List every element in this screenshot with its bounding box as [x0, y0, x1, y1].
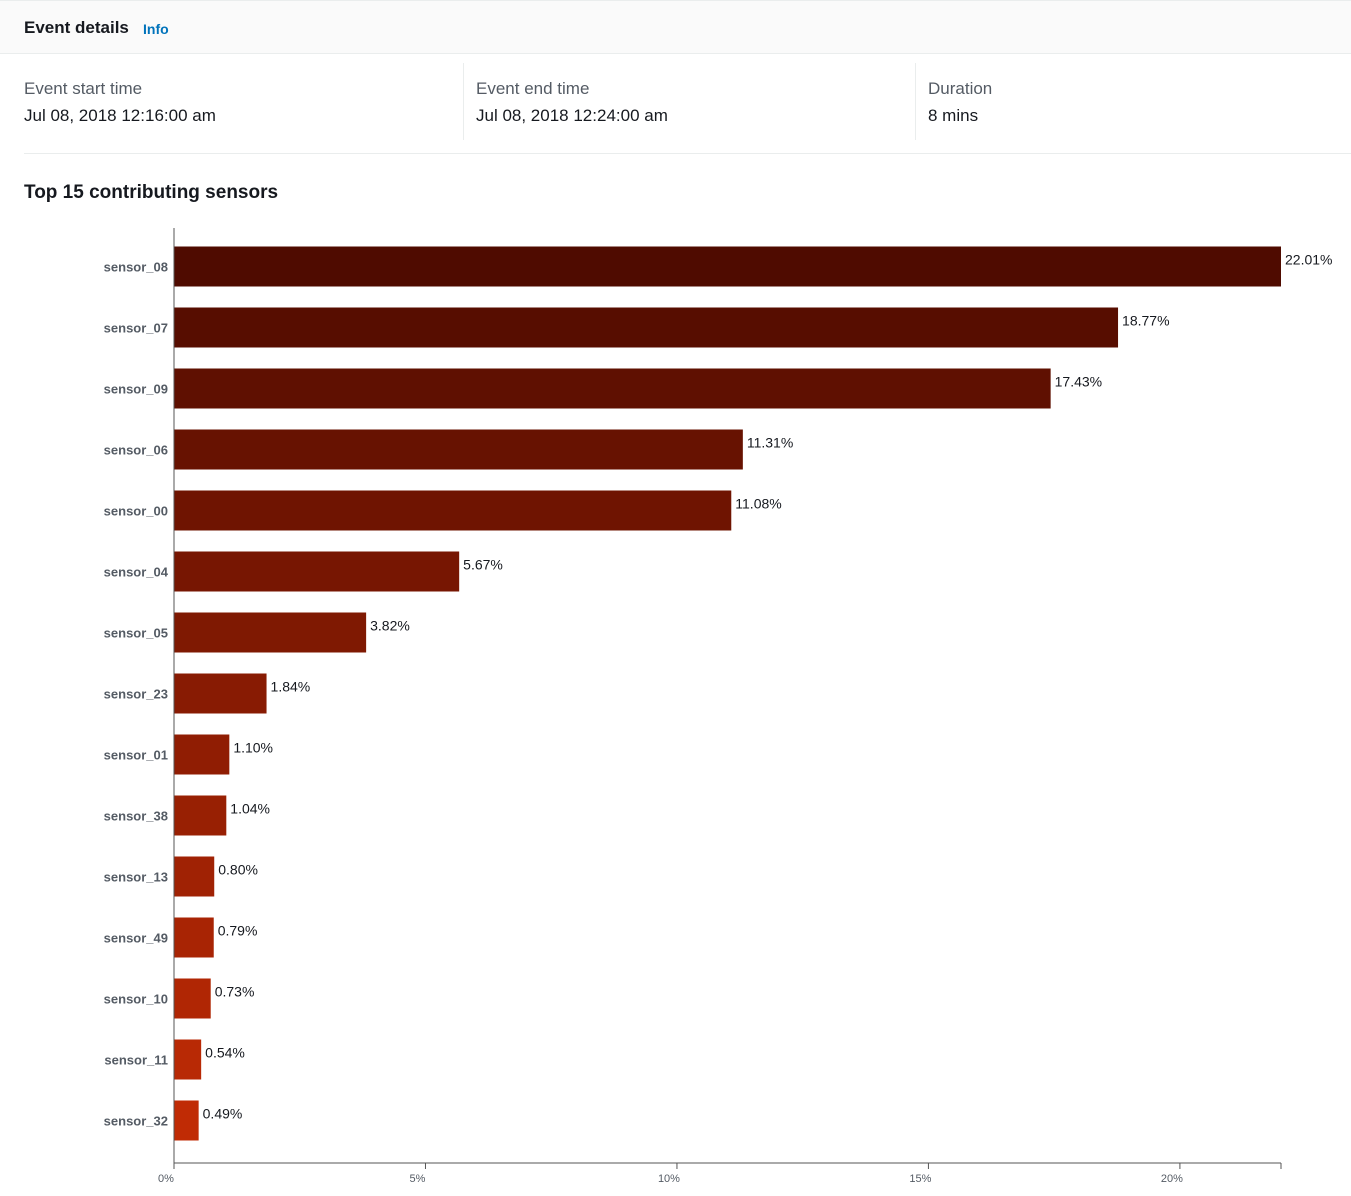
category-label: sensor_09 — [104, 382, 168, 397]
value-label: 11.31% — [747, 435, 793, 451]
event-start-time: Event start time Jul 08, 2018 12:16:00 a… — [24, 63, 454, 140]
value-label: 18.77% — [1122, 313, 1169, 329]
category-label: sensor_01 — [104, 748, 168, 763]
value-label: 11.08% — [735, 496, 781, 512]
info-link[interactable]: Info — [143, 21, 169, 37]
column-divider — [463, 63, 464, 140]
category-label: sensor_38 — [104, 809, 168, 824]
category-label: sensor_10 — [104, 992, 168, 1007]
category-label: sensor_08 — [104, 260, 168, 275]
category-label: sensor_06 — [104, 443, 168, 458]
bar — [174, 856, 215, 897]
bar — [174, 246, 1281, 287]
value-label: 0.54% — [205, 1045, 245, 1061]
x-tick-label: 10% — [658, 1173, 680, 1185]
event-end-time-label: Event end time — [476, 79, 590, 98]
x-tick-label: 5% — [410, 1173, 426, 1185]
value-label: 22.01% — [1285, 252, 1332, 268]
category-label: sensor_23 — [104, 687, 168, 702]
event-start-time-label: Event start time — [24, 79, 143, 98]
value-label: 1.84% — [271, 679, 311, 695]
category-label: sensor_13 — [104, 870, 168, 885]
category-label: sensor_00 — [104, 504, 168, 519]
category-label: sensor_04 — [104, 565, 169, 580]
bar — [174, 490, 732, 531]
event-details-header: Event details Info — [0, 0, 1351, 54]
column-divider — [915, 63, 916, 140]
category-label: sensor_49 — [104, 931, 168, 946]
x-tick-label: 15% — [909, 1173, 931, 1185]
bar — [174, 551, 460, 592]
value-label: 3.82% — [370, 618, 410, 634]
bar — [174, 673, 267, 714]
bar — [174, 795, 227, 836]
bar — [174, 978, 211, 1019]
section-title: Event details — [24, 18, 129, 37]
bar — [174, 368, 1051, 409]
value-label: 1.04% — [230, 801, 270, 817]
bar — [174, 1039, 202, 1080]
value-label: 0.80% — [218, 862, 258, 878]
category-label: sensor_32 — [104, 1114, 168, 1129]
x-tick-label: 0% — [158, 1173, 174, 1185]
value-label: 17.43% — [1055, 374, 1102, 390]
duration-label: Duration — [928, 79, 993, 98]
bar — [174, 612, 367, 653]
duration-value: 8 mins — [928, 106, 979, 125]
event-end-time-value: Jul 08, 2018 12:24:00 am — [476, 106, 668, 125]
category-label: sensor_05 — [104, 626, 168, 641]
event-end-time: Event end time Jul 08, 2018 12:24:00 am — [476, 63, 906, 140]
value-label: 0.73% — [215, 984, 255, 1000]
bar — [174, 917, 214, 958]
category-label: sensor_11 — [104, 1053, 168, 1068]
bar — [174, 734, 230, 775]
value-label: 0.79% — [218, 923, 258, 939]
value-label: 5.67% — [463, 557, 503, 573]
value-label: 0.49% — [203, 1106, 243, 1122]
bar — [174, 429, 743, 470]
chart-title: Top 15 contributing sensors — [24, 182, 279, 203]
event-start-time-value: Jul 08, 2018 12:16:00 am — [24, 106, 216, 125]
x-tick-label: 20% — [1161, 1173, 1183, 1185]
sensor-contribution-chart: sensor_08 22.01% sensor_07 18.77% sensor_09 1… — [104, 228, 1332, 1185]
category-label: sensor_07 — [104, 321, 168, 336]
section-divider — [24, 153, 1351, 154]
duration: Duration 8 mins — [928, 63, 1328, 140]
bar — [174, 307, 1119, 348]
bar — [174, 1100, 199, 1141]
value-label: 1.10% — [233, 740, 273, 756]
